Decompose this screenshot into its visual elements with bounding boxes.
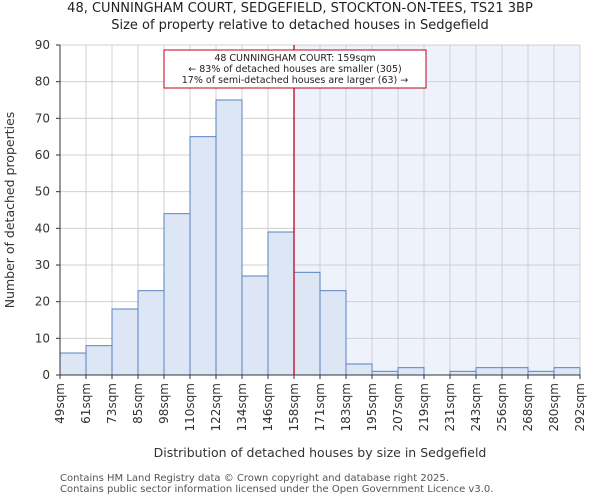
x-tick-label: 73sqm — [105, 383, 119, 424]
x-tick-label: 61sqm — [79, 383, 93, 424]
x-tick-label: 292sqm — [573, 383, 587, 431]
y-tick-label: 60 — [35, 148, 50, 162]
x-tick-label: 183sqm — [339, 383, 353, 431]
histogram-bar — [345, 363, 373, 376]
y-axis-label: Number of detached properties — [2, 112, 17, 309]
x-tick-label: 110sqm — [183, 383, 197, 431]
histogram-bar — [501, 367, 529, 376]
x-tick-label: 98sqm — [157, 383, 171, 424]
histogram-bar — [397, 367, 425, 376]
histogram-bar — [449, 370, 477, 376]
x-tick-label: 146sqm — [261, 383, 275, 431]
y-tick-label: 10 — [35, 331, 50, 345]
histogram-bar — [241, 275, 269, 376]
y-tick-label: 90 — [35, 38, 50, 52]
x-tick-label: 231sqm — [443, 383, 457, 431]
y-tick-label: 50 — [35, 185, 50, 199]
y-tick-label: 80 — [35, 75, 50, 89]
histogram-bar — [267, 231, 295, 376]
histogram-bar — [85, 345, 113, 376]
histogram-bar — [319, 290, 347, 376]
x-tick-label: 85sqm — [131, 383, 145, 424]
x-tick-label: 49sqm — [53, 383, 67, 424]
x-tick-label: 195sqm — [365, 383, 379, 431]
histogram-bar — [137, 290, 165, 376]
histogram-chart: 0 10 20 30 40 50 60 70 80 90 49sqm 61sqm 73sqm 85sqm 9… — [2, 38, 587, 460]
y-tick-label: 40 — [35, 221, 50, 235]
x-tick-label: 280sqm — [547, 383, 561, 431]
x-tick-label: 268sqm — [521, 383, 535, 431]
y-tick-label: 30 — [35, 258, 50, 272]
x-tick-label: 243sqm — [469, 383, 483, 431]
histogram-bar — [111, 308, 139, 376]
histogram-bar — [59, 352, 87, 376]
x-tick-label: 219sqm — [417, 383, 431, 431]
histogram-bar — [189, 136, 217, 376]
chart-title: 48, CUNNINGHAM COURT, SEDGEFIELD, STOCKT… — [67, 1, 533, 16]
y-tick-label: 70 — [35, 111, 50, 125]
footer-licence: Contains public sector information licen… — [60, 484, 494, 495]
histogram-bar — [527, 370, 555, 376]
footer-copyright: Contains HM Land Registry data © Crown c… — [60, 473, 449, 484]
x-tick-label: 122sqm — [209, 383, 223, 431]
x-tick-label: 256sqm — [495, 383, 509, 431]
histogram-bar — [371, 370, 399, 376]
x-tick-label: 158sqm — [287, 383, 301, 431]
histogram-bar — [215, 99, 243, 376]
annotation-text: 17% of semi-detached houses are larger (… — [182, 75, 409, 86]
annotation-text: 48 CUNNINGHAM COURT: 159sqm — [214, 53, 375, 64]
annotation-text: ← 83% of detached houses are smaller (30… — [188, 64, 401, 75]
histogram-bar — [553, 367, 581, 376]
x-tick-label: 171sqm — [313, 383, 327, 431]
y-tick-label: 0 — [42, 368, 50, 382]
x-tick-label: 207sqm — [391, 383, 405, 431]
x-axis-label: Distribution of detached houses by size … — [154, 445, 487, 460]
histogram-bar — [163, 213, 191, 376]
annotation-box — [163, 49, 427, 89]
histogram-bar — [293, 271, 321, 376]
histogram-bar — [475, 367, 503, 376]
y-tick-label: 20 — [35, 295, 50, 309]
chart-subtitle: Size of property relative to detached ho… — [111, 18, 489, 33]
x-tick-label: 134sqm — [235, 383, 249, 431]
